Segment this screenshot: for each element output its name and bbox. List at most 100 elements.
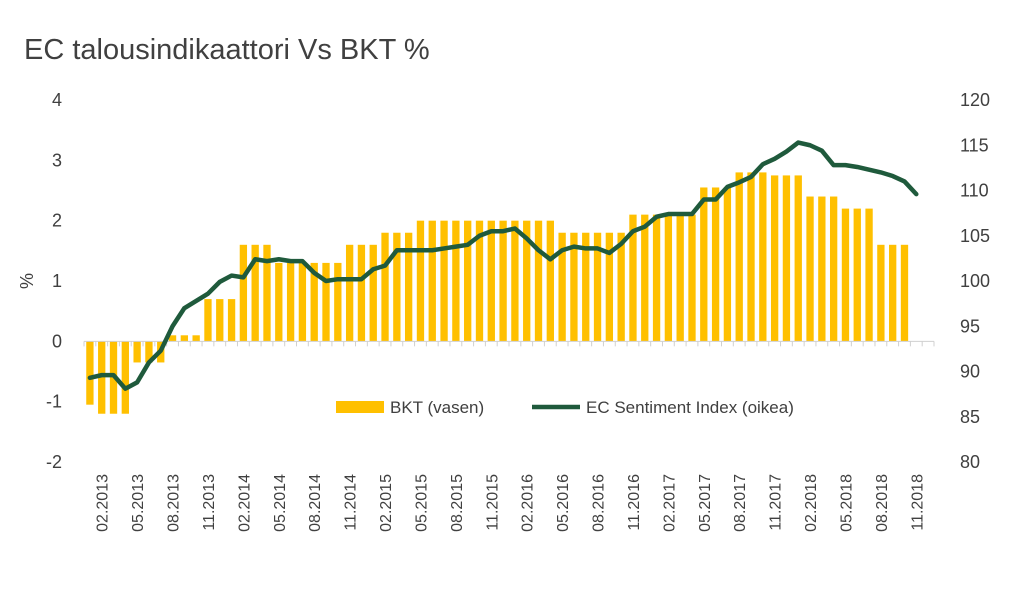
bar bbox=[723, 187, 732, 342]
x-tick-label: 05.2016 bbox=[555, 474, 572, 532]
bar bbox=[357, 244, 366, 342]
x-tick-label: 05.2014 bbox=[272, 474, 289, 532]
right-tick-label: 105 bbox=[960, 226, 990, 246]
left-tick-label: -2 bbox=[46, 452, 62, 472]
bar bbox=[121, 341, 129, 414]
bar bbox=[629, 214, 637, 342]
bar bbox=[310, 262, 318, 342]
bar bbox=[853, 208, 861, 342]
x-tick-label: 11.2013 bbox=[201, 474, 218, 531]
bar bbox=[652, 214, 661, 342]
bar bbox=[239, 244, 248, 342]
bar bbox=[523, 220, 531, 342]
bar bbox=[286, 262, 295, 342]
x-tick-label: 08.2014 bbox=[307, 474, 324, 532]
chart-title: EC talousindikaattori Vs BKT % bbox=[24, 34, 430, 66]
bar bbox=[511, 220, 519, 342]
right-tick-label: 90 bbox=[960, 362, 980, 382]
bar bbox=[369, 244, 377, 342]
bar bbox=[168, 335, 177, 342]
bar bbox=[877, 244, 885, 342]
bar bbox=[345, 244, 354, 342]
bar bbox=[381, 232, 389, 342]
bar bbox=[204, 299, 212, 342]
bar bbox=[829, 196, 838, 342]
bar bbox=[428, 220, 436, 342]
left-axis-title: % bbox=[17, 273, 37, 289]
bar bbox=[534, 220, 543, 342]
right-tick-label: 95 bbox=[960, 316, 980, 336]
bar bbox=[818, 196, 826, 342]
bar bbox=[570, 232, 578, 342]
left-axis-labels: 4 3 2 1 0 -1 -2 bbox=[46, 90, 62, 472]
bar bbox=[275, 262, 283, 342]
bar-series bbox=[86, 172, 909, 414]
x-tick-label: 02.2014 bbox=[236, 474, 253, 532]
bar bbox=[841, 208, 850, 342]
bar bbox=[641, 214, 649, 342]
bar bbox=[216, 299, 224, 342]
right-tick-label: 80 bbox=[960, 452, 980, 472]
bar bbox=[558, 232, 566, 342]
bar bbox=[688, 214, 696, 342]
x-tick-label: 08.2016 bbox=[591, 474, 608, 532]
left-tick-label: 1 bbox=[52, 271, 62, 291]
bar bbox=[464, 220, 472, 342]
bar bbox=[263, 244, 271, 342]
bar bbox=[133, 341, 141, 363]
sentiment-line bbox=[87, 140, 919, 391]
x-tick-marks bbox=[83, 341, 935, 347]
bar bbox=[747, 172, 755, 342]
bar bbox=[700, 187, 708, 342]
bar bbox=[806, 196, 814, 342]
bar bbox=[334, 262, 342, 342]
bar bbox=[180, 335, 189, 342]
x-tick-label: 08.2018 bbox=[874, 474, 891, 532]
bar bbox=[593, 232, 602, 342]
right-tick-label: 110 bbox=[960, 181, 989, 201]
x-tick-label: 11.2018 bbox=[909, 474, 926, 531]
right-tick-label: 100 bbox=[960, 271, 990, 291]
bar bbox=[770, 175, 779, 342]
bar bbox=[145, 341, 153, 363]
left-tick-label: -1 bbox=[46, 392, 62, 412]
bar bbox=[664, 214, 673, 342]
legend: BKT (vasen) EC Sentiment Index (oikea) bbox=[336, 398, 794, 417]
bar bbox=[865, 208, 873, 342]
left-tick-label: 3 bbox=[52, 150, 62, 170]
x-tick-label: 11.2014 bbox=[343, 474, 360, 531]
left-tick-label: 4 bbox=[52, 90, 62, 110]
bar bbox=[298, 262, 307, 342]
bar bbox=[900, 244, 909, 342]
x-tick-label: 05.2017 bbox=[697, 474, 714, 532]
bar bbox=[227, 299, 236, 342]
bar bbox=[676, 214, 684, 342]
x-tick-label: 11.2016 bbox=[626, 474, 643, 531]
bar bbox=[440, 220, 448, 342]
bar bbox=[735, 172, 743, 342]
bar bbox=[617, 232, 625, 342]
legend-line-label: EC Sentiment Index (oikea) bbox=[586, 398, 794, 417]
bar bbox=[416, 220, 425, 342]
x-tick-label: 11.2017 bbox=[768, 474, 785, 531]
bar bbox=[582, 232, 590, 342]
bar bbox=[393, 232, 401, 342]
x-tick-label: 08.2017 bbox=[732, 474, 749, 532]
right-tick-label: 85 bbox=[960, 407, 980, 427]
bar bbox=[759, 172, 767, 342]
bar bbox=[251, 244, 259, 342]
bar bbox=[192, 335, 200, 342]
left-tick-label: 0 bbox=[52, 331, 62, 351]
x-tick-label: 11.2015 bbox=[484, 474, 501, 531]
x-tick-label: 05.2013 bbox=[130, 474, 147, 532]
x-tick-label: 02.2015 bbox=[378, 474, 395, 532]
bar bbox=[487, 220, 495, 342]
bar bbox=[546, 220, 554, 342]
left-tick-label: 2 bbox=[52, 211, 62, 231]
x-tick-label: 02.2018 bbox=[803, 474, 820, 532]
x-tick-label: 08.2015 bbox=[449, 474, 466, 532]
bar bbox=[475, 220, 484, 342]
x-tick-label: 02.2013 bbox=[95, 474, 112, 532]
x-tick-label: 02.2016 bbox=[520, 474, 537, 532]
